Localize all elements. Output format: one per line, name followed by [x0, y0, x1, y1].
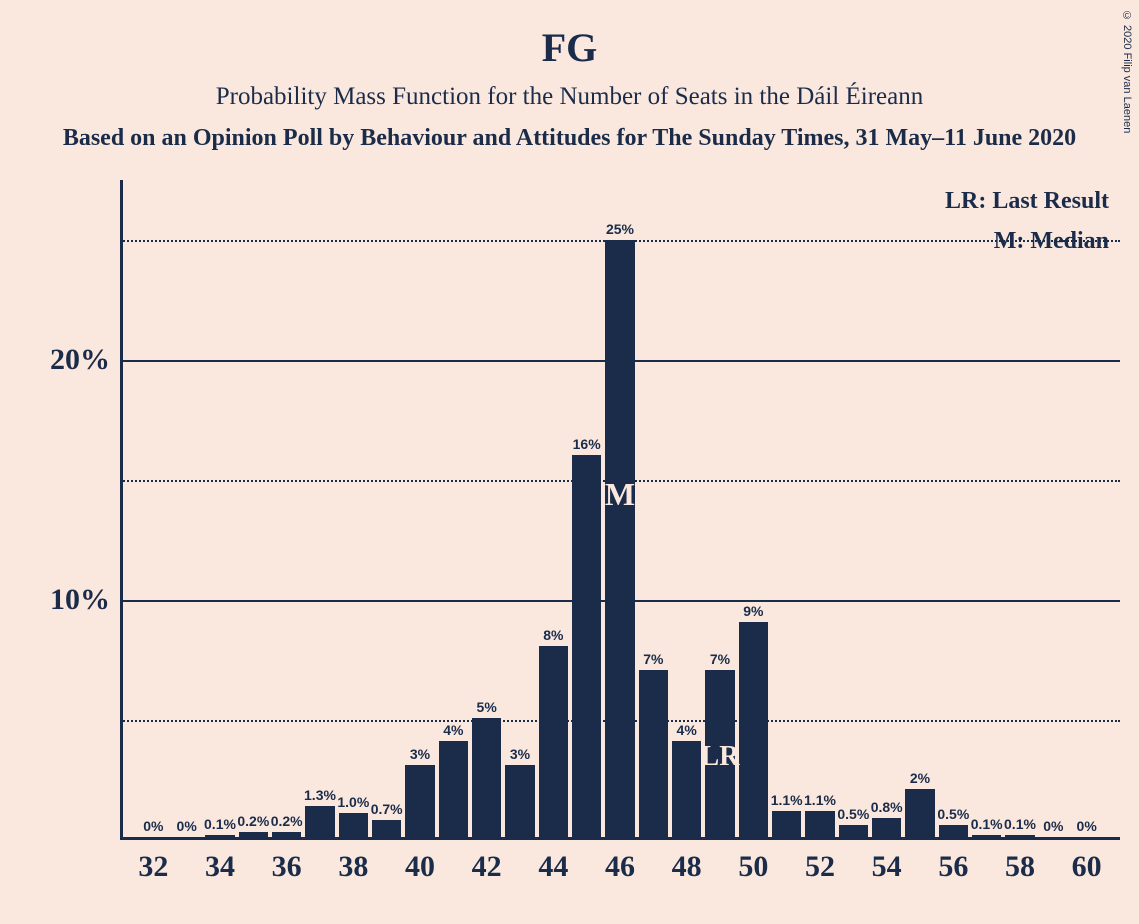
bar: 0.7%: [372, 820, 401, 837]
bar: 3%: [405, 765, 434, 837]
x-tick-label: 48: [672, 840, 702, 884]
bar-value-label: 0.1%: [1004, 816, 1036, 835]
bar-value-label: 0.5%: [937, 806, 969, 825]
bar: 0.5%: [839, 825, 868, 837]
x-tick-label: 34: [205, 840, 235, 884]
bar-value-label: 0.7%: [371, 801, 403, 820]
x-tick-label: 32: [138, 840, 168, 884]
gridline-major: [120, 360, 1120, 362]
bar: 16%: [572, 455, 601, 837]
bar: 0.1%: [1005, 835, 1034, 837]
chart-title: FG: [0, 0, 1139, 71]
x-tick-label: 44: [538, 840, 568, 884]
bar: 0.5%: [939, 825, 968, 837]
bar: 9%: [739, 622, 768, 837]
x-tick-label: 40: [405, 840, 435, 884]
bar: 25%: [605, 240, 634, 837]
x-tick-label: 42: [472, 840, 502, 884]
x-tick-label: 56: [938, 840, 968, 884]
bar: 0.2%: [239, 832, 268, 837]
pmf-chart: FG Probability Mass Function for the Num…: [0, 0, 1139, 924]
bar-value-label: 1.3%: [304, 787, 336, 806]
marker-lr: LR: [701, 741, 740, 773]
bar: 0.8%: [872, 818, 901, 837]
gridline-minor: [120, 720, 1120, 722]
bar-value-label: 7%: [710, 651, 730, 670]
bar: 4%: [672, 741, 701, 837]
copyright-text: © 2020 Filip van Laenen: [1121, 10, 1133, 133]
x-tick-label: 54: [872, 840, 902, 884]
bar-value-label: 8%: [543, 627, 563, 646]
x-tick-label: 50: [738, 840, 768, 884]
bar-value-label: 0.2%: [271, 813, 303, 832]
marker-m: M: [605, 476, 635, 513]
bar: 1.1%: [805, 811, 834, 837]
bar: 3%: [505, 765, 534, 837]
bar-value-label: 9%: [743, 603, 763, 622]
bar: 1.1%: [772, 811, 801, 837]
bar: 8%: [539, 646, 568, 837]
bar: 4%: [439, 741, 468, 837]
x-tick-label: 58: [1005, 840, 1035, 884]
bar-value-label: 3%: [410, 746, 430, 765]
bar-value-label: 7%: [643, 651, 663, 670]
plot-area: 0%0%0.1%0.2%0.2%1.3%1.0%0.7%3%4%5%3%8%16…: [120, 180, 1120, 840]
bar-value-label: 0%: [143, 818, 163, 837]
bar-value-label: 0.1%: [204, 816, 236, 835]
bar-value-label: 3%: [510, 746, 530, 765]
bar-value-label: 4%: [677, 722, 697, 741]
bar-value-label: 0.8%: [871, 799, 903, 818]
bar-value-label: 25%: [606, 221, 634, 240]
bar-value-label: 1.1%: [771, 792, 803, 811]
bar-value-label: 0.5%: [837, 806, 869, 825]
bar: 7%: [639, 670, 668, 837]
x-tick-label: 38: [338, 840, 368, 884]
bar-value-label: 0.1%: [971, 816, 1003, 835]
bar-value-label: 0%: [1043, 818, 1063, 837]
x-tick-label: 36: [272, 840, 302, 884]
chart-subtitle: Probability Mass Function for the Number…: [0, 71, 1139, 111]
bar: 0.2%: [272, 832, 301, 837]
bar-value-label: 1.1%: [804, 792, 836, 811]
x-tick-label: 52: [805, 840, 835, 884]
gridline-minor: [120, 240, 1120, 242]
bar-value-label: 16%: [573, 436, 601, 455]
y-tick-label: 10%: [50, 583, 110, 617]
chart-source: Based on an Opinion Poll by Behaviour an…: [0, 111, 1139, 152]
bar: 0.1%: [972, 835, 1001, 837]
bar-value-label: 4%: [443, 722, 463, 741]
bar: 5%: [472, 718, 501, 837]
bar-value-label: 0%: [177, 818, 197, 837]
gridline-major: [120, 600, 1120, 602]
bar: 1.0%: [339, 813, 368, 837]
x-tick-label: 60: [1072, 840, 1102, 884]
bar-value-label: 1.0%: [337, 794, 369, 813]
bar: 2%: [905, 789, 934, 837]
x-tick-label: 46: [605, 840, 635, 884]
bar-value-label: 0.2%: [237, 813, 269, 832]
bar: 1.3%: [305, 806, 334, 837]
y-tick-label: 20%: [50, 343, 110, 377]
bar-value-label: 0%: [1077, 818, 1097, 837]
bar-value-label: 5%: [477, 699, 497, 718]
bar: 0.1%: [205, 835, 234, 837]
bar-value-label: 2%: [910, 770, 930, 789]
